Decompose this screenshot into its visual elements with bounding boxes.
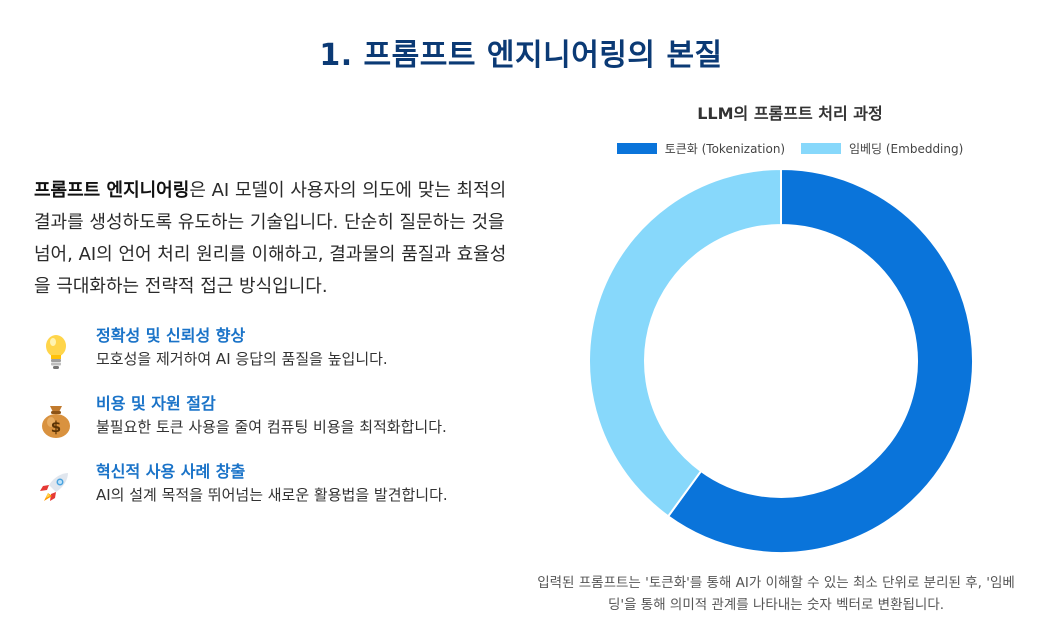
intro-term: 프롬프트 엔지니어링 — [34, 180, 190, 201]
feature-description: AI의 설계 목적을 뛰어넘는 새로운 활용법을 발견합니다. — [96, 486, 448, 504]
donut-chart — [588, 168, 974, 554]
svg-text:$: $ — [51, 418, 61, 436]
feature-description: 모호성을 제거하여 AI 응답의 품질을 높입니다. — [96, 350, 388, 368]
feature-list: 정확성 및 신뢰성 향상 모호성을 제거하여 AI 응답의 품질을 높입니다. … — [34, 325, 514, 509]
feature-item-innovation: 혁신적 사용 사례 창출 AI의 설계 목적을 뛰어넘는 새로운 활용법을 발견… — [34, 461, 514, 509]
intro-text: 은 AI 모델이 사용자의 의도에 맞는 최적의 결과를 생성하도록 유도하는 … — [34, 180, 507, 297]
feature-title: 비용 및 자원 절감 — [96, 394, 216, 413]
legend-label: 임베딩 (Embedding) — [848, 142, 964, 156]
page-title: 1. 프롬프트 엔지니어링의 본질 — [319, 38, 723, 73]
chart-area: LLM의 프롬프트 처리 과정 토큰화 (Tokenization) 임베딩 (… — [560, 90, 1020, 630]
chart-caption: 입력된 프롬프트는 '토큰화'를 통해 AI가 이해할 수 있는 최소 단위로 … — [537, 575, 1015, 613]
legend-label: 토큰화 (Tokenization) — [664, 142, 786, 156]
feature-item-accuracy: 정확성 및 신뢰성 향상 모호성을 제거하여 AI 응답의 품질을 높입니다. — [34, 325, 514, 373]
legend-swatch — [616, 143, 657, 154]
legend-item-embedding[interactable]: 임베딩 (Embedding) — [800, 140, 964, 157]
lightbulb-icon — [46, 335, 66, 369]
feature-title: 혁신적 사용 사례 창출 — [96, 462, 246, 481]
content-column: 프롬프트 엔지니어링은 AI 모델이 사용자의 의도에 맞는 최적의 결과를 생… — [34, 175, 514, 529]
intro-paragraph: 프롬프트 엔지니어링은 AI 모델이 사용자의 의도에 맞는 최적의 결과를 생… — [34, 175, 514, 303]
feature-description: 불필요한 토큰 사용을 줄여 컴퓨팅 비용을 최적화합니다. — [96, 418, 447, 436]
chart-legend: 토큰화 (Tokenization) 임베딩 (Embedding) — [560, 140, 1020, 157]
feature-item-cost: $ 비용 및 자원 절감 불필요한 토큰 사용을 줄여 컴퓨팅 비용을 최적화합… — [34, 393, 514, 441]
donut-slice-tokenization[interactable] — [666, 168, 974, 554]
rocket-icon — [40, 473, 68, 501]
chart-title: LLM의 프롬프트 처리 과정 — [697, 104, 883, 123]
donut-slice-embedding[interactable] — [588, 168, 782, 518]
money-bag-icon: $ — [42, 406, 70, 438]
legend-swatch — [800, 143, 841, 154]
feature-title: 정확성 및 신뢰성 향상 — [96, 326, 246, 345]
legend-item-tokenization[interactable]: 토큰화 (Tokenization) — [616, 140, 786, 157]
